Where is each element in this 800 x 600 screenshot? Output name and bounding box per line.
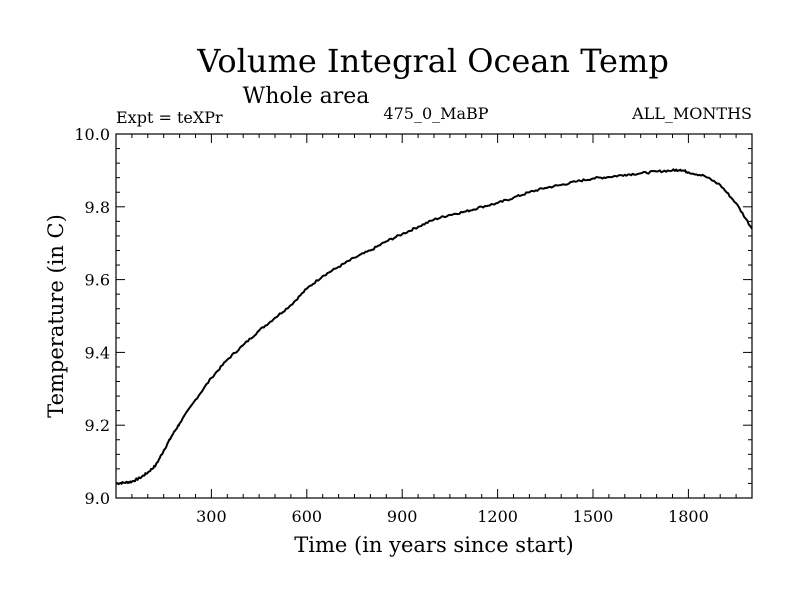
annotation-left: Expt = teXPr — [116, 108, 223, 127]
annotation-right: ALL_MONTHS — [631, 104, 752, 123]
tick-labels-group: 300 600 900 1200 1500 1800 9.0 9.2 9.4 9.6 9.8 10.0 — [74, 125, 708, 526]
x-tick-label: 1200 — [477, 507, 518, 526]
x-axis-label: Time (in years since start) — [294, 533, 573, 557]
x-tick-label: 600 — [292, 507, 323, 526]
x-tick-label: 300 — [196, 507, 227, 526]
y-tick-label: 9.6 — [85, 271, 110, 290]
plot-frame — [115, 133, 753, 499]
x-tick-label: 900 — [387, 507, 418, 526]
y-tick-label: 10.0 — [74, 125, 110, 144]
chart-subtitle: Whole area — [243, 84, 370, 109]
series-line — [115, 168, 753, 486]
annotation-center: 475_0_MaBP — [383, 104, 488, 123]
x-tick-label: 1800 — [668, 507, 709, 526]
y-axis-label: Temperature (in C) — [44, 214, 68, 418]
y-tick-label: 9.0 — [85, 489, 110, 508]
x-tick-label: 1500 — [573, 507, 614, 526]
ticks-group — [116, 134, 752, 498]
y-tick-label: 9.8 — [85, 198, 110, 217]
y-tick-label: 9.2 — [85, 416, 110, 435]
chart-title: Volume Integral Ocean Temp — [196, 42, 669, 80]
y-tick-label: 9.4 — [85, 343, 110, 362]
